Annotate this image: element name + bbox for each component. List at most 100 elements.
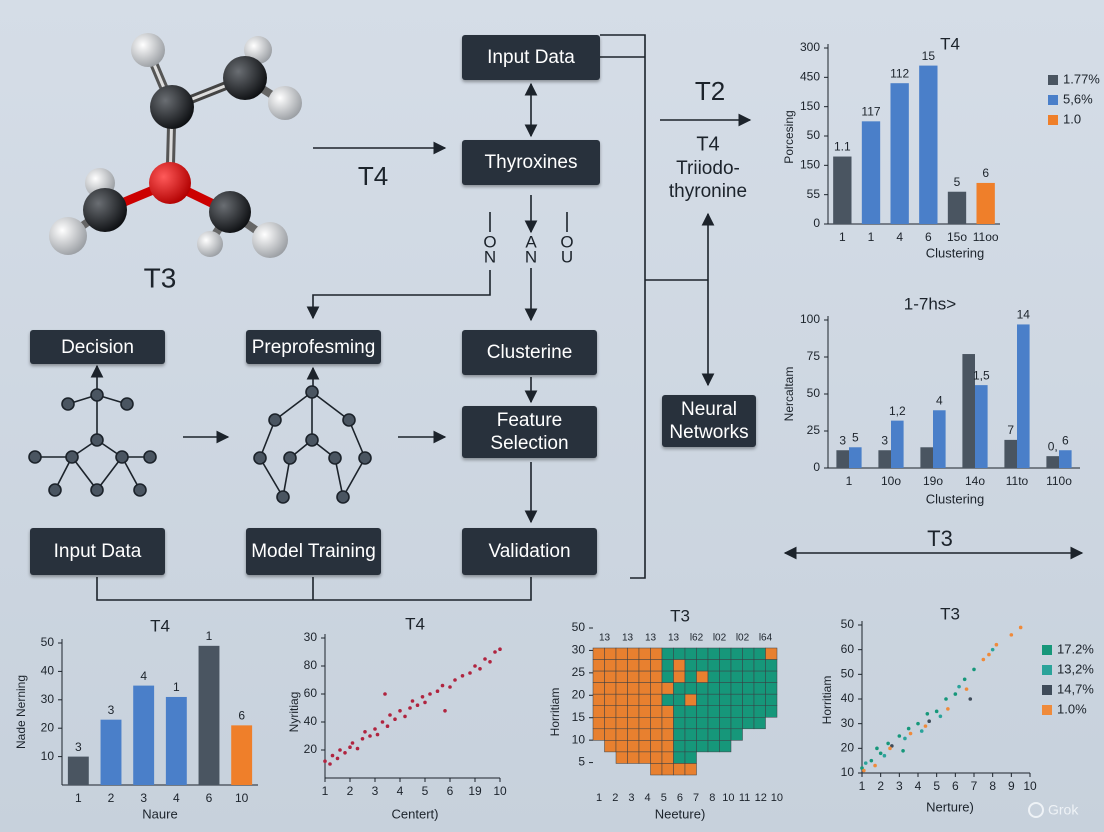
heat-cell — [742, 659, 755, 672]
y-tick-label: 50 — [41, 635, 55, 649]
heat-cell — [765, 670, 778, 683]
atom — [268, 86, 302, 120]
heat-cell — [719, 647, 732, 660]
heat-cell — [627, 728, 640, 741]
bar — [100, 719, 122, 785]
x-tick-label: 8 — [989, 779, 996, 793]
heat-cell — [730, 728, 743, 741]
box: Input Data — [30, 528, 165, 575]
bar — [962, 354, 975, 468]
x-tick-label: 6 — [447, 784, 454, 798]
point — [919, 729, 924, 733]
x-tick-label: 7 — [971, 779, 978, 793]
x-tick-label: 6 — [677, 792, 683, 804]
column-label: 13 — [599, 633, 611, 644]
x-tick-label: 3 — [140, 791, 147, 805]
bar — [861, 121, 881, 224]
heat-cell — [696, 728, 709, 741]
heat-cell — [673, 670, 686, 683]
point — [908, 731, 913, 736]
column-label: 13 — [645, 633, 657, 644]
y-tick-label: 300 — [800, 40, 820, 54]
letter: N — [484, 247, 496, 266]
point — [873, 763, 877, 768]
heat-cell — [592, 670, 605, 683]
heat-cell — [684, 728, 697, 741]
heat-cell — [684, 740, 697, 753]
bar — [198, 645, 220, 785]
heat-cell — [615, 682, 628, 695]
heat-cell — [696, 705, 709, 718]
heat-cell — [719, 659, 732, 672]
heat-cell — [753, 693, 766, 706]
y-tick-label: 0 — [813, 216, 820, 230]
tree — [143, 450, 157, 464]
bar-annotation: 3 — [108, 703, 115, 717]
bar — [849, 447, 862, 468]
tree — [336, 490, 350, 504]
heat-cell — [753, 659, 766, 672]
legend-label: 1.0 — [1063, 111, 1081, 126]
heat-cell — [696, 647, 709, 660]
label: thyronine — [669, 181, 747, 202]
bar-annotation: 5 — [852, 430, 859, 444]
heat-cell — [650, 763, 663, 776]
box: Validation — [462, 528, 597, 575]
heat-cell — [742, 670, 755, 683]
chart-title: T3 — [670, 606, 690, 625]
letter: U — [561, 247, 573, 266]
x-tick-label: 10 — [771, 792, 783, 804]
y-tick-label: 40 — [841, 691, 855, 705]
tree — [61, 397, 75, 411]
x-tick-label: 1 — [859, 779, 866, 793]
bar — [975, 385, 988, 468]
heat-cell — [765, 659, 778, 672]
y-axis-label: Nyritiag — [287, 692, 301, 733]
connector — [96, 577, 532, 601]
y-tick-label: 60 — [841, 642, 855, 656]
tree — [342, 457, 366, 498]
heat-cell — [719, 670, 732, 683]
point — [493, 650, 497, 654]
heat-cell — [627, 682, 640, 695]
label: T4 — [696, 133, 719, 155]
x-tick-label: 10 — [722, 792, 734, 804]
x-tick-label: 15o — [947, 230, 967, 244]
heat-cell — [638, 717, 651, 730]
point — [393, 717, 397, 721]
arrow-label: T4 — [358, 161, 388, 191]
heat-cell — [719, 717, 732, 730]
point — [403, 714, 407, 719]
y-tick-label: 50 — [807, 128, 821, 142]
x-tick-label: 3 — [372, 784, 379, 798]
heat-cell — [765, 693, 778, 706]
heat-cell — [650, 670, 663, 683]
heat-cell — [650, 717, 663, 730]
y-axis-label: Horritiam — [548, 688, 562, 737]
point — [923, 724, 928, 728]
y-tick-label: 30 — [841, 716, 855, 730]
atom — [209, 191, 251, 233]
bar — [947, 191, 967, 224]
point — [398, 709, 402, 713]
heat-cell — [765, 682, 778, 695]
heat-cell — [627, 751, 640, 764]
watermark-icon — [1028, 802, 1044, 818]
point — [488, 660, 492, 664]
x-axis-label: Centert) — [392, 806, 439, 821]
heat-cell — [753, 670, 766, 683]
y-tick-label: 20 — [572, 687, 586, 701]
point — [415, 703, 420, 707]
heat-cell — [638, 659, 651, 672]
tree — [342, 413, 356, 427]
heat-cell — [592, 693, 605, 706]
x-tick-label: 19 — [468, 784, 482, 798]
heat-cell — [707, 705, 720, 718]
x-tick-label: 8 — [709, 792, 715, 804]
box: Clusterine — [462, 330, 597, 375]
point — [957, 684, 961, 689]
heat-cell — [661, 763, 674, 776]
tree — [259, 419, 276, 459]
chart-title: T4 — [150, 616, 170, 635]
x-tick-label: 10 — [235, 791, 249, 805]
